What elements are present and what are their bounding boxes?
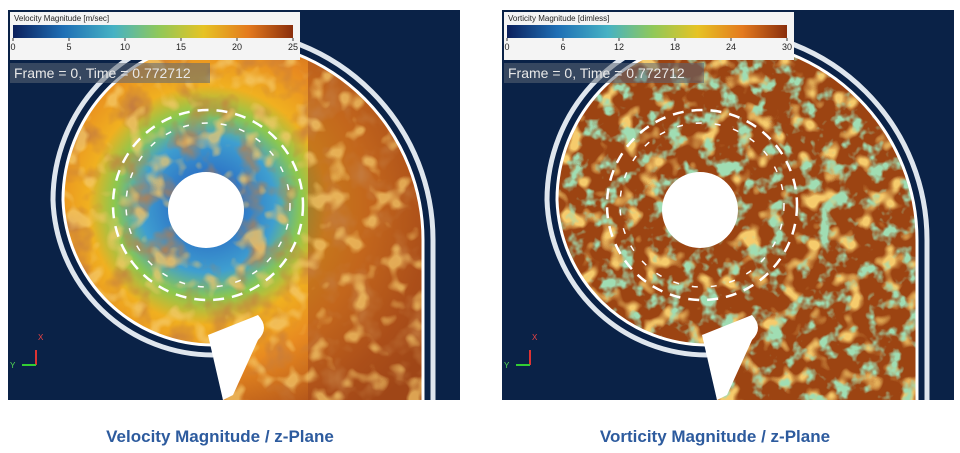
colorbar-tick-label: 18	[670, 42, 680, 52]
hub	[168, 172, 244, 248]
frame-box	[10, 63, 210, 83]
colorbar	[507, 25, 787, 38]
blades-inner	[619, 122, 785, 288]
hub	[662, 172, 738, 248]
colorbar-tick-label: 24	[726, 42, 736, 52]
velocity-panel: Velocity Magnitude [m/sec] Frame = 0, Ti…	[8, 10, 460, 400]
colorbar-tick-label: 15	[176, 42, 186, 52]
axis-label-x: X	[532, 333, 538, 342]
tongue	[208, 315, 264, 400]
axis-label-y: Y	[504, 361, 510, 370]
tongue	[702, 315, 758, 400]
colorbar-tick-label: 20	[232, 42, 242, 52]
frame-label: Frame = 0, Time = 0.772712	[14, 65, 191, 81]
colorbar-tick-label: 5	[66, 42, 71, 52]
blades-inner	[125, 122, 291, 288]
colorbar-tick-label: 12	[614, 42, 624, 52]
frame-box	[504, 63, 704, 83]
blades	[111, 108, 305, 302]
colorbar-tick-label: 30	[782, 42, 792, 52]
casing	[544, 27, 930, 400]
frame-label: Frame = 0, Time = 0.772712	[508, 65, 685, 81]
vorticity-panel: Vorticity Magnitude [dimless] Frame = 0,…	[502, 10, 954, 400]
colorbar-tick-label: 0	[504, 42, 509, 52]
caption: Vorticity Magnitude / z-Plane	[600, 427, 830, 446]
colorbar	[13, 25, 293, 38]
colorbar-tick-label: 10	[120, 42, 130, 52]
colorbar-tick-label: 0	[10, 42, 15, 52]
colorbar-title: Velocity Magnitude [m/sec]	[14, 14, 109, 23]
blades	[605, 108, 799, 302]
colorbar-title: Vorticity Magnitude [dimless]	[508, 14, 609, 23]
caption: Velocity Magnitude / z-Plane	[106, 427, 334, 446]
axis-label-x: X	[38, 333, 44, 342]
colorbar-tick-label: 6	[560, 42, 565, 52]
axis-label-y: Y	[10, 361, 16, 370]
casing	[50, 27, 436, 400]
colorbar-tick-label: 25	[288, 42, 298, 52]
